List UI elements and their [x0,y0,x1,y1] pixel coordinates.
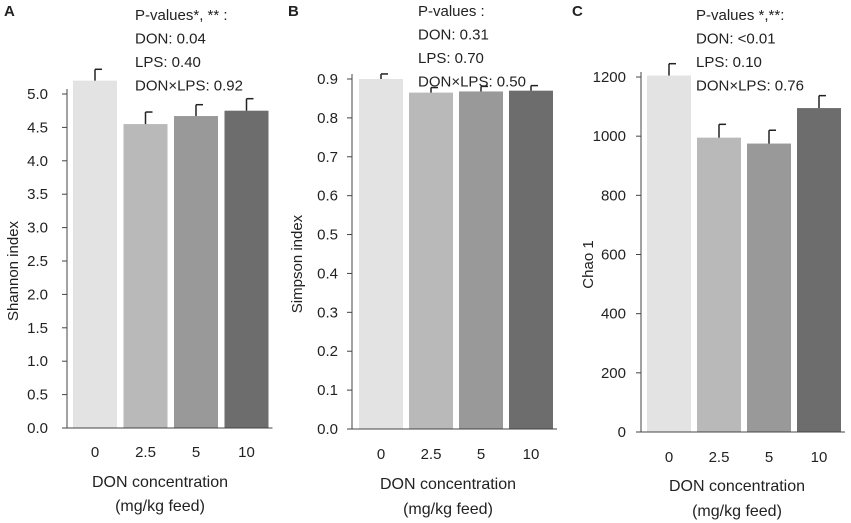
p-value-annotation: LPS: 0.40 [135,54,201,71]
bar-0 [647,75,691,432]
x-axis-label: DON concentration [669,478,805,495]
y-tick-label: 0.0 [27,420,48,437]
chart-panel-b: B 0.0 0.1 0.2 0.3 0.4 0.5 0.6 0.7 0.8 0.9 Simpson i… [288,3,557,518]
y-tick-label: 0.3 [317,304,338,321]
y-tick-label: 0.9 [317,71,338,88]
x-axis-label-unit: (mg/kg feed) [115,498,205,515]
x-axis-label: DON concentration [92,474,228,491]
x-tick-label: 0 [665,449,673,466]
y-axis-label: Chao 1 [580,240,597,288]
y-tick-label: 3.0 [27,220,48,237]
y-tick-label: 3.5 [27,186,48,203]
p-value-annotation: DON: <0.01 [696,31,776,48]
x-tick-label: 10 [811,449,828,466]
panel-label: B [288,3,299,20]
x-tick-label: 0 [91,444,99,461]
x-tick-label: 2.5 [135,444,156,461]
p-value-annotation: P-values : [418,3,485,20]
p-value-annotation: DON×LPS: 0.50 [418,74,526,91]
panel-label: C [572,3,583,20]
x-axis-label: DON concentration [380,476,516,493]
p-value-annotation: DON: 0.31 [418,27,489,44]
y-tick-label: 1200 [593,69,626,86]
x-tick-label: 5 [192,444,200,461]
y-tick-label: 0.0 [317,421,338,438]
bar-10 [797,108,841,432]
chart-panel-c: C 0 200 400 600 800 1000 1200 Chao 1 0 2.5 5 10 DON c… [572,3,845,520]
p-value-annotation: LPS: 0.70 [418,50,484,67]
x-tick-label: 2.5 [709,449,730,466]
p-value-annotation: DON×LPS: 0.92 [135,78,243,95]
y-tick-label: 0.7 [317,149,338,166]
bar-0 [73,80,117,428]
y-tick-label: 0.5 [317,227,338,244]
y-axis-label: Shannon index [5,220,22,321]
y-tick-label: 0.1 [317,382,338,399]
y-tick-label: 0 [618,424,626,441]
y-tick-label: 0.6 [317,188,338,205]
bar-10 [509,90,553,430]
x-tick-label: 5 [765,449,773,466]
x-axis-label-unit: (mg/kg feed) [403,501,493,518]
y-tick-label: 1.5 [27,320,48,337]
y-tick-label: 2.5 [27,253,48,270]
y-tick-label: 600 [601,247,626,264]
y-tick-label: 5.0 [27,86,48,103]
x-tick-label: 0 [377,446,385,463]
y-tick-label: 1000 [593,128,626,145]
bar-5 [174,116,218,428]
bar-2-5 [409,92,453,429]
bar-5 [459,91,503,429]
bar-2-5 [123,124,168,428]
y-tick-label: 800 [601,187,626,204]
bar-5 [747,143,791,432]
y-tick-label: 0.4 [317,265,338,282]
y-tick-label: 400 [601,306,626,323]
bar-0 [359,79,403,429]
bar-2-5 [697,137,741,433]
y-axis-label: Simpson index [289,214,306,313]
chart-panel-a: A 0.0 0.5 1.0 1.5 2.0 2.5 3.0 3.5 4.0 4.5 5.0 Shanno… [4,3,273,515]
y-tick-label: 2.0 [27,286,48,303]
p-value-annotation: P-values *,**: [696,7,784,24]
x-tick-label: 5 [477,446,485,463]
x-tick-label: 10 [238,444,255,461]
x-tick-label: 2.5 [421,446,442,463]
y-tick-label: 1.0 [27,353,48,370]
x-tick-label: 10 [523,446,540,463]
bar-10 [224,110,269,428]
y-tick-label: 200 [601,365,626,382]
y-tick-label: 0.5 [27,387,48,404]
p-value-annotation: LPS: 0.10 [696,54,762,71]
x-axis-label-unit: (mg/kg feed) [692,503,782,520]
p-value-annotation: DON: 0.04 [135,31,206,48]
y-tick-label: 0.2 [317,343,338,360]
p-value-annotation: DON×LPS: 0.76 [696,78,804,95]
y-tick-label: 0.8 [317,110,338,127]
y-tick-label: 4.0 [27,153,48,170]
y-tick-label: 4.5 [27,119,48,136]
panel-label: A [4,3,15,20]
p-value-annotation: P-values*, ** : [135,7,228,24]
